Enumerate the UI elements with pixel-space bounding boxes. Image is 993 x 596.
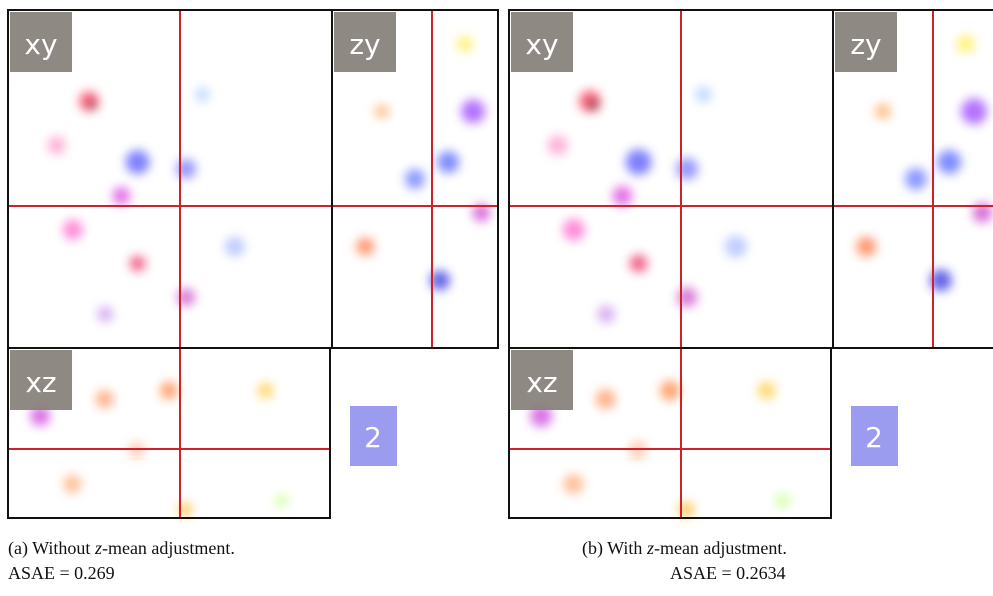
blob (695, 86, 712, 103)
view-label-box (10, 350, 72, 410)
view-label-box (511, 12, 573, 72)
view-xy: xy (7, 9, 333, 349)
blob (562, 218, 585, 241)
blob (63, 475, 82, 493)
blob (472, 203, 491, 222)
blob (757, 381, 776, 400)
blob (177, 288, 196, 307)
blobs (856, 34, 993, 292)
blob (874, 103, 891, 120)
blob (224, 236, 245, 257)
blob (178, 502, 193, 517)
blob (625, 149, 652, 176)
view-border (508, 347, 832, 519)
view-border (7, 347, 331, 519)
blob (856, 236, 877, 257)
blobs (30, 381, 289, 517)
view-border (331, 9, 499, 349)
blobs (547, 86, 747, 324)
blob (929, 269, 952, 292)
blob (660, 380, 680, 401)
blob (374, 104, 389, 119)
blob (597, 305, 616, 324)
caption-prefix: (a) Without (8, 538, 95, 559)
blob (905, 168, 927, 190)
blob (774, 493, 791, 509)
blob (456, 35, 473, 52)
blobs (47, 87, 245, 323)
blob (112, 186, 131, 205)
blob (461, 99, 486, 124)
view-label-box (835, 12, 897, 72)
view-zy: zy (331, 9, 499, 349)
blob (530, 405, 553, 427)
view-label: xy (525, 28, 558, 61)
blob (587, 98, 600, 111)
view-label-box (511, 350, 573, 410)
blob (87, 99, 98, 110)
blob (678, 501, 695, 518)
badge: 2 (364, 421, 382, 454)
caption-suffix: -mean adjustment. (654, 538, 787, 558)
blob (956, 34, 975, 53)
metric: ASAE = 0.269 (8, 563, 115, 583)
blob (937, 150, 962, 175)
view-xz: xz (7, 347, 331, 519)
blob (62, 219, 83, 240)
view-label: xz (526, 366, 557, 399)
blob (47, 136, 66, 155)
blob (125, 150, 150, 175)
caption: (b) With z-mean adjustment. (582, 538, 787, 559)
badge-box (851, 406, 898, 466)
blob (95, 390, 114, 408)
view-xz: xz (508, 347, 832, 519)
caption-variable: z (94, 538, 102, 558)
blobs (356, 35, 491, 291)
blob (176, 158, 197, 179)
view-xy: xy (508, 9, 834, 349)
blob (160, 381, 178, 400)
blob (676, 157, 699, 180)
panel: xy zy xz 2 (b) With z-mean adjustment. ASAE =… (508, 9, 993, 583)
blob (429, 270, 450, 291)
blobs (530, 380, 791, 518)
view-label: xy (24, 28, 57, 61)
blob (724, 235, 747, 258)
caption: (a) Without z-mean adjustment. (8, 538, 235, 559)
view-label-box (334, 12, 396, 72)
blob (629, 254, 648, 273)
blob (563, 474, 584, 494)
blob (612, 185, 633, 206)
blob (972, 202, 993, 223)
view-label: zy (850, 28, 881, 61)
blob (437, 151, 460, 174)
blob (595, 389, 616, 409)
view-label: xz (25, 366, 56, 399)
blob (129, 255, 146, 272)
panel: xy zy xz 2 (a) Without z-mean adjustment. ASA… (7, 9, 499, 583)
caption-suffix: -mean adjustment. (102, 538, 235, 558)
blob (30, 406, 51, 426)
blob (405, 169, 425, 189)
view-label-box (10, 12, 72, 72)
metric: ASAE = 0.2634 (670, 563, 786, 583)
blob (356, 237, 375, 256)
badge: 2 (865, 421, 883, 454)
view-border (832, 9, 993, 349)
badge-box (350, 406, 397, 466)
caption-prefix: (b) With (582, 538, 647, 559)
blob (97, 306, 114, 323)
blob (195, 87, 210, 102)
blob (257, 382, 274, 399)
blob (274, 494, 289, 508)
caption-variable: z (646, 538, 654, 558)
view-zy: zy (832, 9, 993, 349)
blob (547, 135, 568, 156)
view-label: zy (349, 28, 380, 61)
blob (677, 287, 698, 308)
blob (961, 98, 988, 125)
